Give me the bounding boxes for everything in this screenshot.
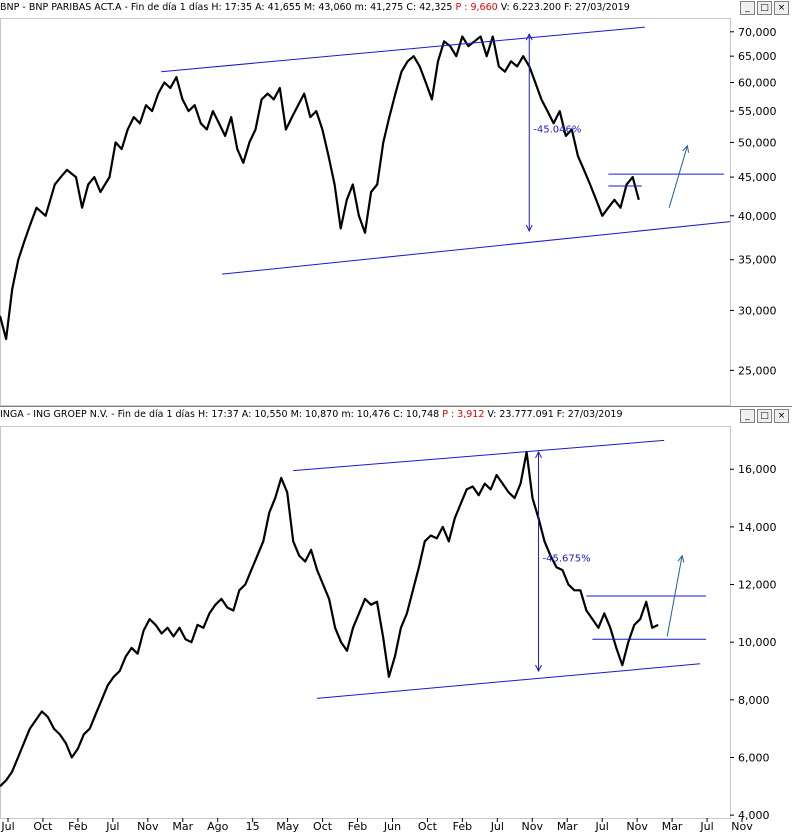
header-date: F: 27/03/2019 xyxy=(556,409,623,420)
header-prefix: INGA - ING GROEP N.V. - Fin de día 1 día… xyxy=(0,409,195,420)
window-controls-bottom: _ □ × xyxy=(740,409,789,423)
header-low: m: 41,275 xyxy=(354,2,404,13)
x-tick-label: Jul xyxy=(595,820,609,833)
header-close: C: 42,325 xyxy=(406,2,453,13)
chart-header-bnp: BNP - BNP PARIBAS ACT.A - Fin de día 1 d… xyxy=(0,0,630,16)
header-low: m: 10,476 xyxy=(341,409,391,420)
y-tick-label: 12,000 xyxy=(738,579,777,592)
y-tick-label: 40,000 xyxy=(738,210,777,223)
chart-inga: 16,000 14,000 12,000 10,000 8,000 6,000 4,000 -… xyxy=(0,426,777,822)
header-volume: V: 23.777.091 xyxy=(487,409,554,420)
projection-arrow xyxy=(666,555,683,637)
y-tick-label: 10,000 xyxy=(738,636,777,649)
x-tick-label: Ago xyxy=(207,820,229,833)
projection-arrow-head xyxy=(677,554,685,563)
y-tick-label: 16,000 xyxy=(738,463,777,476)
plot-frame xyxy=(0,426,731,819)
price-series xyxy=(0,35,640,341)
x-tick-label: Feb xyxy=(348,820,367,833)
y-tick-label: 65,000 xyxy=(738,50,777,63)
x-tick-label: 15 xyxy=(246,820,260,833)
header-close: C: 10,748 xyxy=(393,409,440,420)
y-tick-label: 14,000 xyxy=(738,521,777,534)
x-tick-label: Oct xyxy=(313,820,333,833)
header-time: H: 17:37 xyxy=(198,409,239,420)
channel-lower-line xyxy=(317,663,701,699)
y-tick-label: 35,000 xyxy=(738,254,777,267)
x-tick-label: Mar xyxy=(557,820,578,833)
minimize-button[interactable]: _ xyxy=(740,1,755,15)
x-tick-label: Nov xyxy=(137,820,159,833)
measure-arrow-top xyxy=(535,450,542,459)
header-change: P : 9,660 xyxy=(455,2,498,13)
x-tick-label: Jun xyxy=(383,820,401,833)
x-tick-label: Jul xyxy=(105,820,119,833)
header-prefix: BNP - BNP PARIBAS ACT.A - Fin de día 1 d… xyxy=(0,2,209,13)
y-tick-label: 4,000 xyxy=(738,809,770,822)
measure-label: -45.675% xyxy=(543,553,591,564)
x-tick-label: Mar xyxy=(172,820,193,833)
x-tick-label: Jul xyxy=(490,820,504,833)
x-tick-label: Oct xyxy=(33,820,53,833)
x-tick-label: Nov xyxy=(626,820,648,833)
header-volume: V: 6.223.200 xyxy=(500,2,562,13)
close-button[interactable]: × xyxy=(774,409,789,423)
header-date: F: 27/03/2019 xyxy=(564,2,630,13)
chart-bnp: 70,000 65,000 60,000 55,000 50,000 45,000 40,0… xyxy=(0,18,777,406)
header-open: A: 10,550 xyxy=(241,409,288,420)
y-tick-label: 25,000 xyxy=(738,364,777,377)
x-tick-label: Mar xyxy=(662,820,683,833)
header-high: M: 43,060 xyxy=(303,2,352,13)
projection-arrow xyxy=(668,145,688,208)
measure-arrow-top xyxy=(525,33,533,41)
y-tick-label: 55,000 xyxy=(738,105,777,118)
minimize-button[interactable]: _ xyxy=(740,409,755,423)
x-tick-label: Jul xyxy=(699,820,713,833)
price-series xyxy=(0,450,659,788)
x-tick-label: May xyxy=(276,820,299,833)
y-tick-label: 60,000 xyxy=(738,76,777,89)
maximize-button[interactable]: □ xyxy=(757,1,772,15)
window-controls-top: _ □ × xyxy=(740,1,789,15)
header-high: M: 10,870 xyxy=(290,409,339,420)
x-tick-label: Oct xyxy=(418,820,438,833)
y-tick-label: 45,000 xyxy=(738,171,777,184)
y-tick-label: 30,000 xyxy=(738,304,777,317)
measure-arrow-bottom xyxy=(535,664,542,673)
measure-label: -45.046% xyxy=(533,125,581,136)
projection-arrow-head xyxy=(682,144,690,153)
channel-upper-line xyxy=(293,439,665,472)
x-tick-label: Feb xyxy=(68,820,87,833)
measure-arrow-bottom xyxy=(525,224,533,233)
header-time: H: 17:35 xyxy=(211,2,253,13)
header-open: A: 41,655 xyxy=(255,2,301,13)
x-tick-label: Jul xyxy=(0,820,14,833)
y-tick-label: 70,000 xyxy=(738,26,777,39)
x-tick-label: Nov xyxy=(522,820,544,833)
x-tick-label: Nov xyxy=(731,820,753,833)
channel-lower-line xyxy=(221,221,731,275)
y-tick-label: 50,000 xyxy=(738,136,777,149)
channel-upper-line xyxy=(161,26,645,73)
chart-header-inga: INGA - ING GROEP N.V. - Fin de día 1 día… xyxy=(0,407,622,423)
header-change: P : 3,912 xyxy=(442,409,485,420)
y-tick-label: 8,000 xyxy=(738,694,770,707)
y-tick-label: 6,000 xyxy=(738,751,770,764)
maximize-button[interactable]: □ xyxy=(757,409,772,423)
close-button[interactable]: × xyxy=(774,1,789,15)
plot-frame xyxy=(0,18,731,406)
x-tick-label: Feb xyxy=(453,820,472,833)
